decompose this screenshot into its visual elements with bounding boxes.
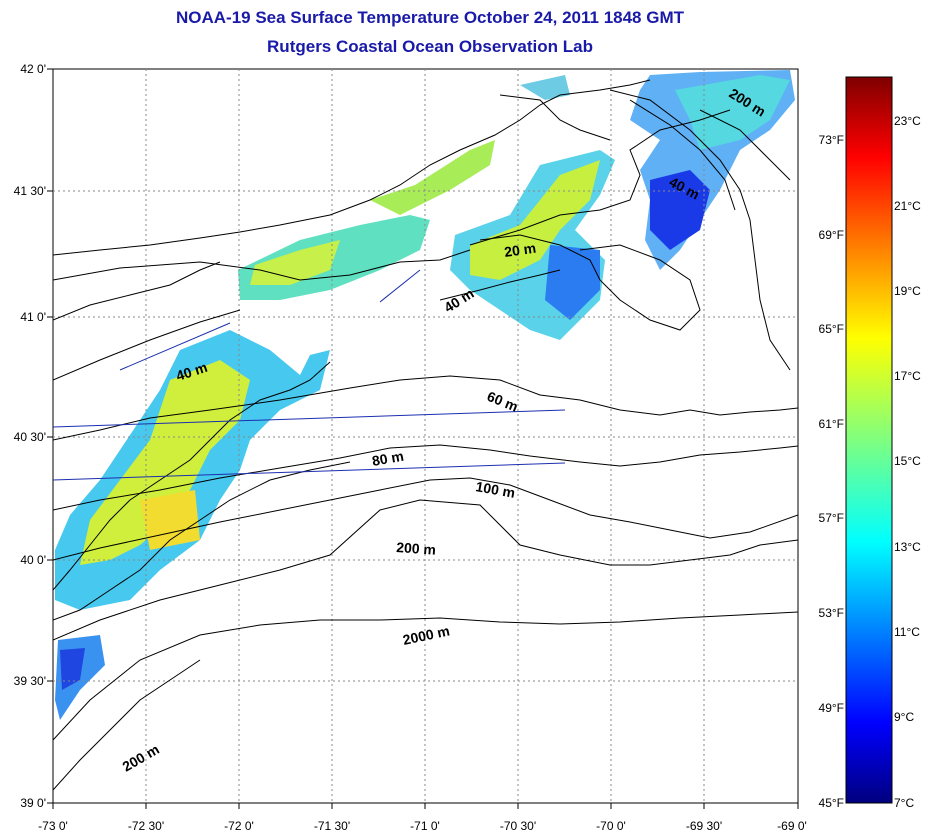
lon-label: -69 0' <box>777 819 807 833</box>
coastline <box>469 109 731 246</box>
depth-label: 200 m <box>396 539 437 558</box>
contour-80m <box>53 444 798 511</box>
contour-200m-sw <box>53 659 201 791</box>
celsius-label: 21°C <box>894 199 921 213</box>
lon-label: -70 0' <box>596 819 626 833</box>
celsius-label: 13°C <box>894 540 921 554</box>
lon-label: -71 30' <box>314 819 350 833</box>
map-title: NOAA-19 Sea Surface Temperature October … <box>175 8 685 27</box>
sst-patch <box>370 140 495 215</box>
lon-label: -71 0' <box>410 819 440 833</box>
celsius-label: 9°C <box>894 710 914 724</box>
fahrenheit-label: 49°F <box>819 701 844 715</box>
celsius-label: 17°C <box>894 369 921 383</box>
depth-label: 100 m <box>474 478 516 501</box>
fahrenheit-label: 57°F <box>819 511 844 525</box>
lon-label: -73 0' <box>38 819 68 833</box>
contour-60m <box>53 375 798 441</box>
fahrenheit-label: 53°F <box>819 606 844 620</box>
contour-lines <box>53 79 798 791</box>
fahrenheit-label: 61°F <box>819 417 844 431</box>
colorbar-celsius-labels: 23°C 21°C 19°C 17°C 15°C 13°C 11°C 9°C 7… <box>894 114 921 810</box>
lon-label: -69 30' <box>686 819 722 833</box>
sst-patch <box>545 245 600 320</box>
depth-label: 80 m <box>371 448 405 469</box>
celsius-label: 15°C <box>894 454 921 468</box>
graticule <box>53 69 798 803</box>
lon-label: -72 30' <box>128 819 164 833</box>
lat-label: 40 30' <box>14 430 46 444</box>
lat-label: 39 0' <box>20 796 46 810</box>
colorbar <box>845 76 893 804</box>
fahrenheit-label: 73°F <box>819 133 844 147</box>
sst-patch <box>140 490 200 550</box>
celsius-label: 11°C <box>894 625 920 639</box>
contour-100m <box>53 477 798 561</box>
fahrenheit-label: 65°F <box>819 322 844 336</box>
coastline <box>53 309 241 381</box>
coastline <box>53 249 471 281</box>
contour-200m <box>53 499 798 641</box>
fahrenheit-label: 69°F <box>819 228 844 242</box>
sst-patch <box>675 75 790 150</box>
contour-ne <box>629 99 736 211</box>
coastline <box>579 244 701 331</box>
fahrenheit-label: 45°F <box>819 796 844 810</box>
coastline <box>53 79 651 256</box>
shore <box>53 361 331 591</box>
transect-lines <box>52 269 566 481</box>
contour-ne <box>699 109 791 181</box>
coastline <box>53 261 221 321</box>
latitude-labels: 42 0' 41 30' 41 0' 40 30' 40 0' 39 30' 3… <box>14 62 46 810</box>
sst-patch <box>520 75 570 100</box>
lat-label: 39 30' <box>14 674 46 688</box>
celsius-label: 23°C <box>894 114 921 128</box>
contour-20m <box>479 234 601 281</box>
map-subtitle: Rutgers Coastal Ocean Observation Lab <box>267 37 593 56</box>
contour-ne <box>499 94 611 141</box>
sst-patch <box>470 160 600 280</box>
lon-label: -72 0' <box>224 819 254 833</box>
sst-patch <box>60 648 85 690</box>
celsius-label: 7°C <box>894 796 914 810</box>
lon-label: -70 30' <box>500 819 536 833</box>
lat-label: 41 0' <box>20 310 46 324</box>
sst-patch <box>80 360 250 565</box>
lat-label: 42 0' <box>20 62 46 76</box>
contour-40m <box>439 269 561 301</box>
longitude-labels: -73 0' -72 30' -72 0' -71 30' -71 0' -70… <box>38 819 807 833</box>
sst-data-layer <box>55 70 795 720</box>
contour-ne <box>609 89 791 371</box>
depth-label: 20 m <box>503 240 537 260</box>
lat-label: 40 0' <box>20 553 46 567</box>
sst-patch <box>650 170 710 250</box>
colorbar-fahrenheit-labels: 73°F 69°F 65°F 61°F 57°F 53°F 49°F 45°F <box>819 133 844 810</box>
contour-2000m <box>53 611 798 741</box>
axis-ticks <box>47 68 799 809</box>
lat-label: 41 30' <box>14 184 46 198</box>
sst-patch <box>250 240 340 285</box>
celsius-label: 19°C <box>894 284 921 298</box>
